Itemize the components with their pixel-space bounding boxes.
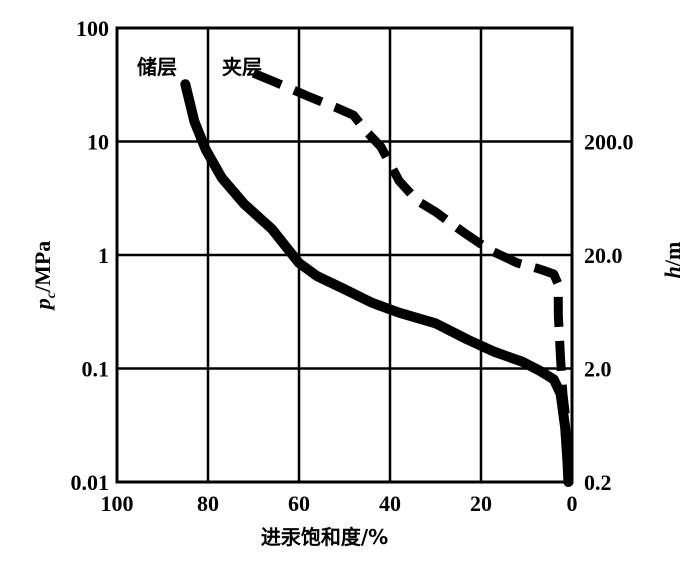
series-label-reservoir: 储层 [137, 55, 177, 79]
y-left-label-suffix: /MPa [30, 241, 55, 293]
y-left-tick-label: 10 [87, 130, 109, 155]
y-left-tick-label: 100 [76, 16, 109, 41]
series-label-interlayer: 夹层 [222, 55, 262, 79]
y-right-label-suffix: /m [660, 242, 685, 267]
y-left-tick-label: 1 [98, 243, 109, 268]
x-tick-label: 60 [288, 491, 310, 516]
y-left-tick-label: 0.1 [82, 357, 110, 382]
y-left-axis-title: pc/MPa [30, 241, 59, 312]
x-tick-label: 100 [101, 491, 134, 516]
y-left-label-main: p [30, 298, 55, 311]
y-left-tick-label: 0.01 [71, 470, 110, 495]
x-tick-label: 80 [197, 491, 219, 516]
x-tick-label: 20 [470, 491, 492, 516]
y-right-tick-label: 0.2 [584, 470, 612, 495]
plot-frame [115, 26, 574, 484]
series-line-reservoir [180, 79, 574, 487]
y-right-label-main: h [660, 266, 685, 278]
x-tick-label: 40 [379, 491, 401, 516]
y-left-label-sub: c [44, 291, 59, 298]
y-right-axis-title: h/m [660, 242, 685, 279]
y-right-tick-label: 200.0 [584, 130, 634, 155]
label-layer: 100 80 60 40 20 0 0.01 0.1 1 10 100 0.2 2.0 20.0 200.0… [30, 16, 685, 549]
y-right-tick-label: 20.0 [584, 243, 623, 268]
x-axis-title: 进汞饱和度/% [261, 525, 388, 549]
series-layer [180, 69, 574, 487]
series-line-interlayer [251, 69, 570, 415]
frame-layer [115, 26, 574, 484]
y-right-tick-label: 2.0 [584, 357, 612, 382]
x-tick-label: 0 [567, 491, 578, 516]
